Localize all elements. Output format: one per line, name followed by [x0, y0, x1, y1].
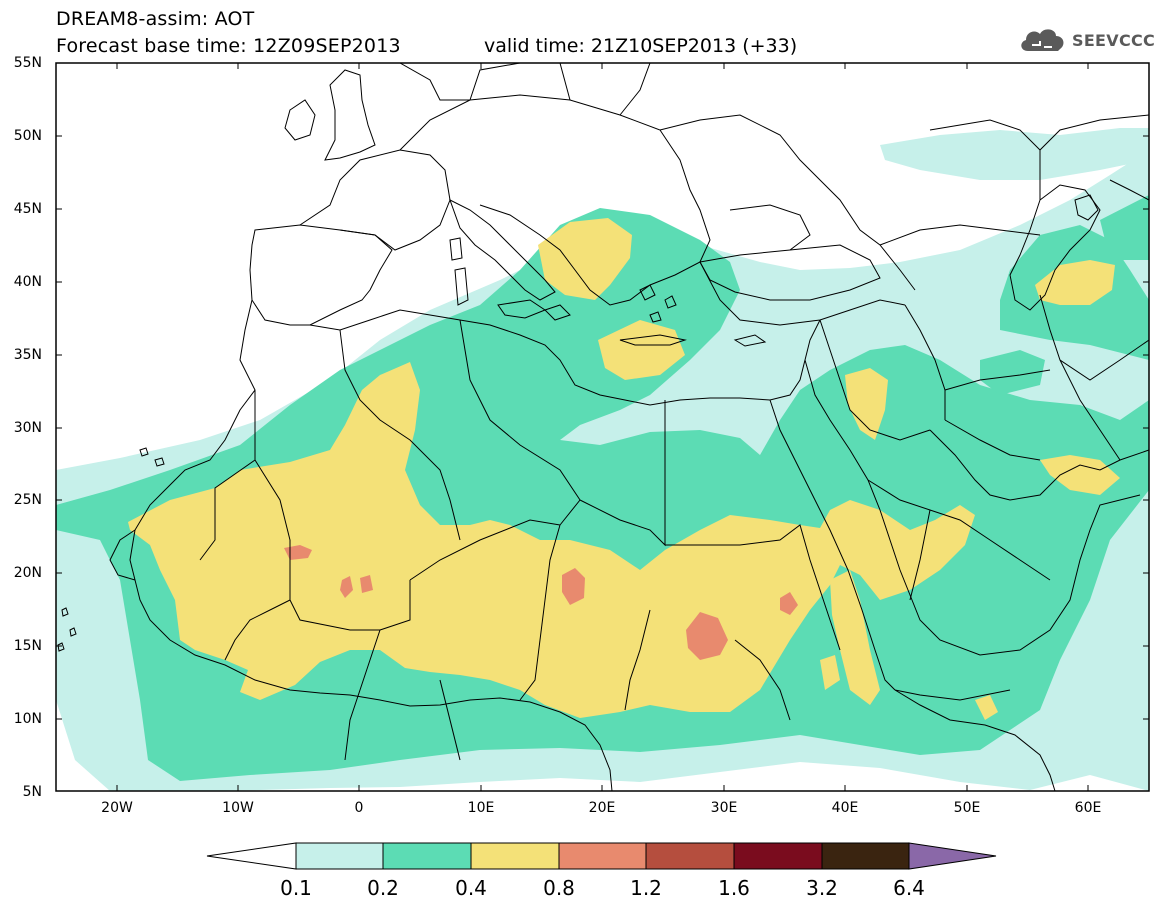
x-tick-label: 10E	[467, 800, 495, 816]
x-tick-label: 60E	[1074, 800, 1102, 816]
colorbar-label: 1.6	[718, 876, 750, 900]
colorbar-bin-1	[295, 842, 384, 870]
colorbar-label: 1.2	[630, 876, 662, 900]
x-tick-label: 20E	[588, 800, 616, 816]
aot-contour-0-4	[128, 218, 1120, 720]
y-tick-label: 15N	[13, 638, 42, 654]
colorbar-label: 0.1	[280, 876, 312, 900]
aot-contour-0-8	[284, 545, 798, 660]
y-tick-label: 25N	[13, 492, 42, 508]
colorbar	[206, 842, 997, 870]
x-tick-label: 20W	[101, 800, 133, 816]
colorbar-label: 0.8	[543, 876, 575, 900]
x-tick-label: 40E	[831, 800, 859, 816]
colorbar-low-arrow	[206, 842, 297, 870]
valid-time: valid time: 21Z10SEP2013 (+33)	[484, 35, 798, 57]
colorbar-bin-3	[470, 842, 560, 870]
x-tick-label: 10W	[222, 800, 254, 816]
y-tick-label: 5N	[22, 784, 42, 800]
y-tick-label: 45N	[13, 201, 42, 217]
y-tick-label: 55N	[13, 55, 42, 71]
colorbar-bin-4	[558, 842, 647, 870]
forecast-base-time: Forecast base time: 12Z09SEP2013	[56, 35, 401, 57]
colorbar-high-arrow	[908, 842, 997, 870]
x-tick-label: 50E	[953, 800, 981, 816]
map-title: DREAM8-assim: AOT	[56, 8, 255, 30]
y-tick-label: 30N	[13, 420, 42, 436]
colorbar-label: 6.4	[893, 876, 925, 900]
colorbar-bin-2	[382, 842, 472, 870]
y-tick-label: 50N	[13, 128, 42, 144]
colorbar-bin-6	[733, 842, 823, 870]
y-tick-label: 10N	[13, 711, 42, 727]
cloud-icon	[1021, 29, 1064, 51]
seevccc-logo: SEEVCCC	[1018, 23, 1158, 59]
x-tick-label: 30E	[710, 800, 738, 816]
y-tick-label: 40N	[13, 274, 42, 290]
colorbar-bin-5	[645, 842, 735, 870]
colorbar-label: 0.4	[455, 876, 487, 900]
colorbar-label: 0.2	[367, 876, 399, 900]
axis-ticks	[56, 62, 1149, 791]
colorbar-bin-7	[821, 842, 910, 870]
x-tick-label: 0	[354, 800, 364, 816]
coastlines	[57, 63, 1149, 791]
colorbar-label: 3.2	[806, 876, 838, 900]
y-tick-label: 20N	[13, 565, 42, 581]
logo-label: SEEVCCC	[1072, 31, 1156, 50]
y-tick-label: 35N	[13, 347, 42, 363]
